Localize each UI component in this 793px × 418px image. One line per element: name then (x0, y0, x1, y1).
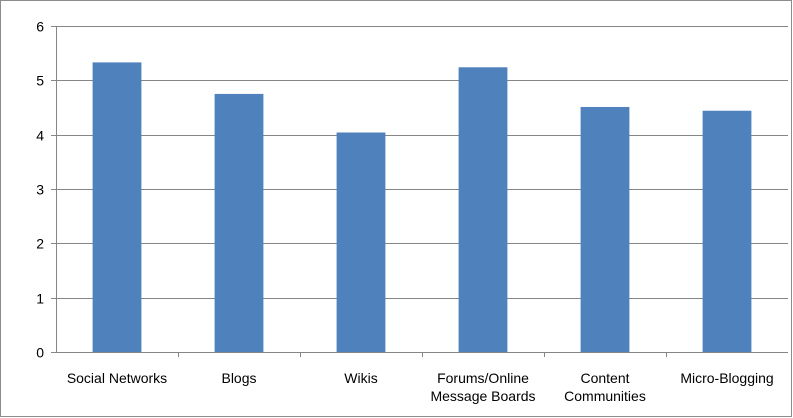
x-tick-label: Blogs (221, 370, 256, 386)
y-tick-label: 3 (36, 182, 44, 198)
bar (336, 132, 386, 352)
x-tick-label: Forums/Online Message Boards (430, 370, 535, 404)
x-tick-label: Social Networks (67, 370, 167, 386)
label-layer: 0 1 2 3 4 5 6 Social Networks Blogs Wikis Forums/O… (36, 19, 773, 405)
grid-layer (56, 26, 788, 299)
bar (702, 110, 752, 352)
y-tick-label: 6 (36, 19, 44, 35)
bar-layer (92, 62, 752, 353)
y-tick-label: 1 (36, 291, 44, 307)
y-tick-label: 5 (36, 73, 44, 89)
bar (214, 93, 264, 353)
bar (580, 106, 630, 352)
y-tick-label: 0 (36, 345, 44, 361)
bar (458, 67, 508, 352)
y-tick-label: 2 (36, 236, 44, 252)
y-tick-label: 4 (36, 128, 44, 144)
bar (92, 62, 142, 353)
x-tick-label: Micro-Blogging (680, 370, 773, 386)
axis-layer (51, 26, 788, 357)
x-tick-label: Wikis (344, 370, 377, 386)
x-tick-label: Content Communities (564, 370, 646, 404)
